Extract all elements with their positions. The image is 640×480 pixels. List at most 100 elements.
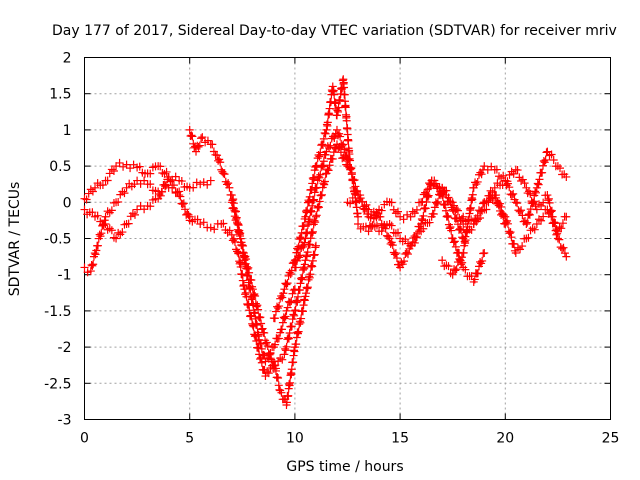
- data-point-interp: [126, 164, 135, 173]
- data-point-interp: [273, 373, 282, 382]
- data-point-interp: [311, 243, 320, 252]
- data-point-interp: [538, 161, 547, 170]
- data-point-interp: [178, 200, 187, 209]
- data-point-interp: [168, 183, 177, 192]
- data-point-interp: [381, 224, 390, 233]
- data-point-interp: [193, 215, 202, 224]
- data-point-interp: [557, 224, 566, 233]
- data-point-interp: [326, 141, 335, 150]
- data-point: [417, 220, 426, 229]
- data-point-interp: [199, 218, 208, 227]
- data-point-interp: [249, 291, 258, 300]
- data-point: [122, 183, 131, 192]
- data-point: [91, 183, 100, 192]
- data-point-interp: [457, 253, 466, 262]
- data-point: [501, 212, 510, 221]
- data-point-interp: [530, 225, 539, 234]
- data-point: [280, 285, 289, 294]
- data-point-interp: [316, 148, 325, 157]
- data-point-interp: [478, 256, 487, 265]
- data-point-interp: [541, 155, 550, 164]
- data-point-interp: [377, 206, 386, 215]
- data-point-interp: [305, 218, 314, 227]
- data-point-interp: [244, 263, 253, 272]
- data-point-interp: [256, 313, 265, 322]
- data-point-interp: [473, 269, 482, 278]
- data-point-interp: [177, 177, 186, 186]
- data-point-interp: [107, 226, 116, 235]
- data-point-interp: [451, 214, 460, 223]
- data-point-interp: [297, 274, 306, 283]
- data-point-interp: [244, 300, 253, 309]
- data-point-interp: [450, 237, 459, 246]
- data-point-interp: [115, 158, 124, 167]
- data-point-interp: [362, 200, 371, 209]
- data-point-interp: [433, 197, 442, 206]
- data-point-interp: [323, 118, 332, 127]
- data-point-interp: [347, 164, 356, 173]
- data-point-interp: [547, 150, 556, 159]
- data-point-interp: [387, 221, 396, 230]
- data-point-interp: [156, 162, 165, 171]
- data-point-interp: [230, 204, 239, 213]
- data-point-interp: [277, 325, 286, 334]
- data-point-interp: [305, 240, 314, 249]
- data-point-interp: [107, 206, 116, 215]
- data-point-interp: [93, 241, 102, 250]
- data-point-interp: [310, 188, 319, 197]
- data-point-interp: [234, 227, 243, 236]
- data-point-interp: [510, 239, 519, 248]
- data-point-interp: [429, 209, 438, 218]
- data-point-interp: [432, 199, 441, 208]
- data-point: [248, 321, 257, 330]
- data-point: [562, 172, 571, 181]
- data-point-interp: [311, 218, 320, 227]
- data-point-interp: [286, 270, 295, 279]
- data-point-interp: [262, 338, 271, 347]
- data-point-interp: [312, 183, 321, 192]
- data-point-interp: [292, 333, 301, 342]
- data-point-interp: [296, 318, 305, 327]
- data-point-interp: [467, 215, 476, 224]
- data-point-interp: [237, 238, 246, 247]
- x-tick-label: 5: [185, 431, 194, 447]
- data-point-interp: [234, 249, 243, 258]
- data-point-interp: [449, 207, 458, 216]
- data-point-interp: [453, 220, 462, 229]
- data-point-interp: [253, 301, 262, 310]
- data-point-interp: [283, 279, 292, 288]
- data-point-interp: [300, 296, 309, 305]
- data-point: [438, 256, 447, 265]
- data-point-interp: [515, 173, 524, 182]
- data-point-interp: [171, 189, 180, 198]
- data-point: [553, 162, 562, 171]
- data-point-interp: [197, 134, 206, 143]
- data-point-interp: [298, 307, 307, 316]
- data-point-interp: [403, 250, 412, 259]
- satellite-track-1: [80, 158, 194, 225]
- data-point: [290, 306, 299, 315]
- data-point: [301, 256, 310, 265]
- data-point-interp: [291, 263, 300, 272]
- data-point-interp: [162, 167, 171, 176]
- data-point-interp: [336, 132, 345, 141]
- chart-title: Day 177 of 2017, Sidereal Day-to-day VTE…: [52, 23, 617, 39]
- data-point-interp: [295, 286, 304, 295]
- data-point-interp: [140, 176, 149, 185]
- satellite-track-13: [480, 165, 571, 261]
- data-point-interp: [419, 211, 428, 220]
- data-point-interp: [547, 206, 556, 215]
- data-point-interp: [118, 228, 127, 237]
- data-point-interp: [526, 226, 535, 235]
- data-point-interp: [289, 358, 298, 367]
- data-point-interp: [441, 206, 450, 215]
- data-point-interp: [391, 209, 400, 218]
- data-point-interp: [274, 334, 283, 343]
- data-point-interp: [524, 210, 533, 219]
- data-point-interp: [526, 189, 535, 198]
- data-point-interp: [451, 266, 460, 275]
- data-point-interp: [482, 205, 491, 214]
- data-point-interp: [559, 243, 568, 252]
- data-point-interp: [297, 275, 306, 284]
- data-point-interp: [181, 205, 190, 214]
